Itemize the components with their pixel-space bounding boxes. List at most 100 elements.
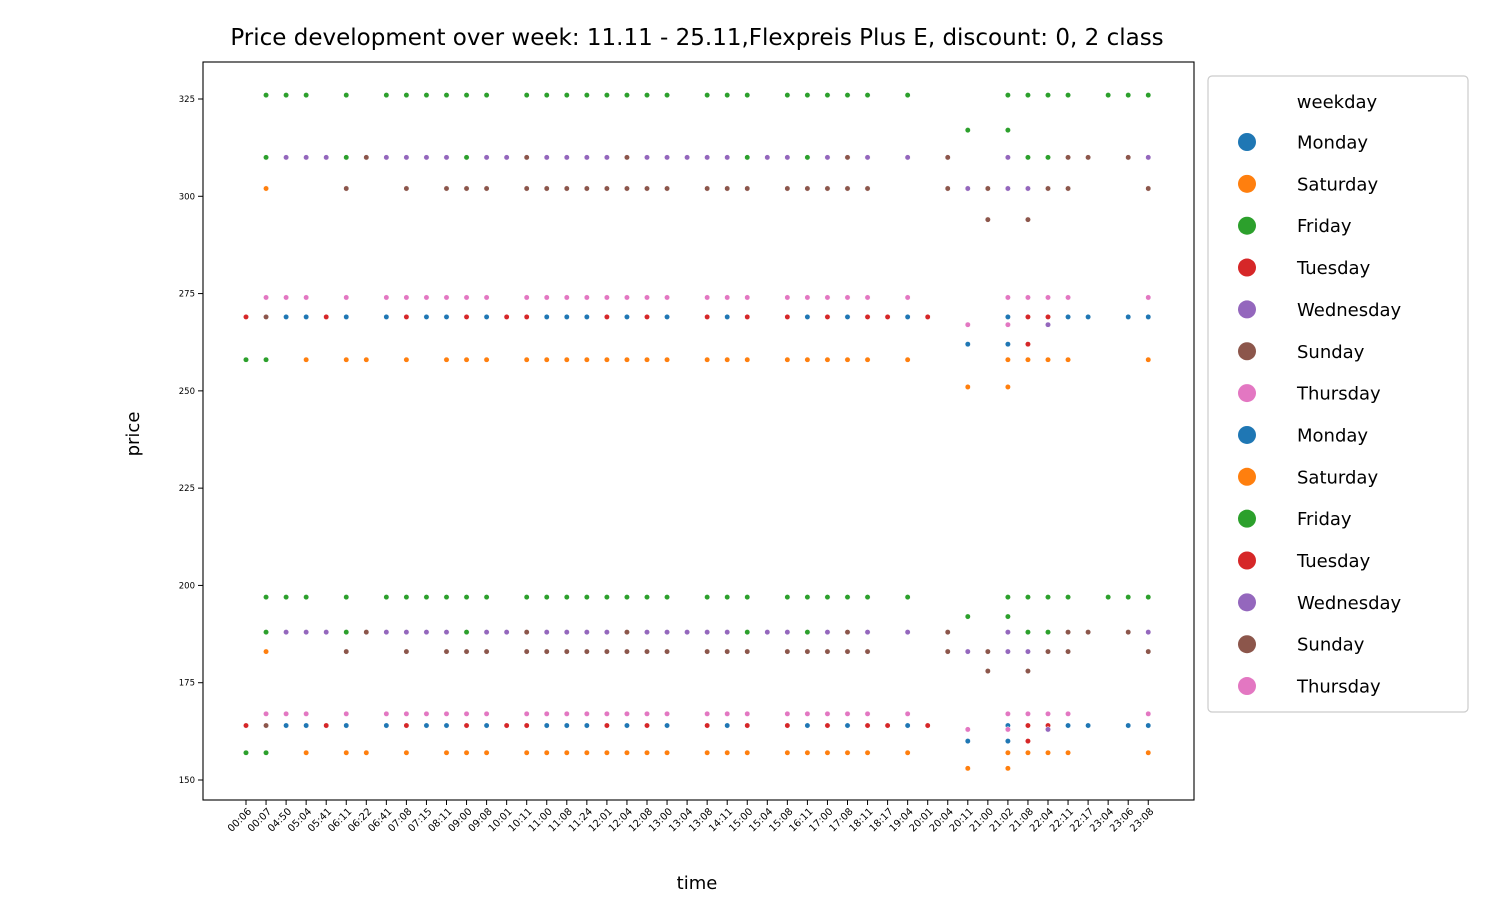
data-point [824, 92, 831, 99]
data-point [1004, 313, 1011, 320]
data-point [603, 92, 610, 99]
data-point [403, 648, 410, 655]
data-point [603, 313, 610, 320]
data-point [684, 629, 691, 636]
data-point [964, 384, 971, 390]
data-point [463, 92, 470, 99]
data-point [263, 313, 269, 320]
data-point [624, 629, 630, 636]
data-point [523, 722, 530, 729]
legend-marker [1238, 384, 1256, 403]
data-point [563, 154, 570, 161]
data-point [1004, 154, 1011, 161]
legend-box [1207, 75, 1469, 713]
data-point [483, 294, 490, 301]
data-point [624, 648, 630, 655]
data-point [463, 313, 470, 320]
series-wednesday [283, 154, 1152, 733]
data-point [1145, 294, 1152, 301]
data-point [724, 648, 731, 655]
data-point [664, 92, 670, 99]
data-point [243, 722, 249, 729]
data-point [463, 749, 470, 756]
data-point [724, 313, 731, 320]
data-point [864, 294, 871, 301]
data-point [644, 749, 650, 756]
data-point [724, 92, 731, 99]
data-point [704, 92, 711, 99]
legend-entry: Monday [1297, 133, 1368, 154]
data-point [1045, 294, 1051, 301]
data-point [944, 629, 951, 636]
data-point [483, 594, 490, 601]
data-point [443, 648, 450, 655]
data-point [1125, 154, 1132, 161]
y-tick-label: 175 [179, 679, 195, 689]
data-point [343, 92, 350, 99]
data-point [303, 629, 310, 636]
data-point [824, 313, 831, 320]
legend-marker [1238, 509, 1256, 528]
data-point [303, 294, 310, 301]
data-point [543, 92, 550, 99]
legend-entry: Sunday [1297, 342, 1365, 363]
data-point [964, 738, 971, 745]
y-tick-label: 325 [179, 95, 195, 105]
data-point [463, 594, 470, 601]
data-point [1025, 92, 1031, 99]
data-point [964, 765, 971, 772]
data-point [1004, 749, 1011, 756]
data-point [523, 594, 530, 601]
data-point [764, 629, 771, 636]
data-point [563, 356, 570, 363]
data-point [383, 313, 390, 320]
data-point [684, 154, 691, 161]
data-point [403, 749, 410, 756]
data-point [784, 154, 791, 161]
series-monday [283, 313, 1152, 745]
data-point [383, 710, 390, 717]
data-point [1045, 726, 1051, 733]
data-point [644, 185, 650, 192]
plot-frame [202, 61, 1195, 801]
data-point [1004, 710, 1011, 717]
legend-entry: Wednesday [1297, 593, 1402, 614]
data-point [1105, 92, 1112, 99]
data-point [1004, 356, 1011, 363]
data-point [403, 313, 410, 320]
data-point [1025, 594, 1031, 601]
data-point [804, 313, 811, 320]
data-point [624, 594, 630, 601]
data-point [784, 313, 791, 320]
data-point [1025, 313, 1031, 320]
data-point [583, 313, 590, 320]
data-point [1065, 313, 1072, 320]
data-point [724, 154, 731, 161]
data-point [243, 749, 249, 756]
data-point [664, 749, 670, 756]
data-point [283, 629, 290, 636]
data-point [644, 154, 650, 161]
data-point [323, 313, 330, 320]
data-point [804, 722, 811, 729]
legend-marker [1238, 593, 1256, 612]
data-point [904, 294, 911, 301]
legend-title: weekday [1297, 92, 1378, 113]
data-point [563, 185, 570, 192]
data-point [343, 154, 350, 161]
data-point [1025, 185, 1031, 192]
data-point [784, 749, 791, 756]
data-point [964, 726, 971, 733]
data-point [744, 710, 751, 717]
data-point [1145, 710, 1152, 717]
data-point [423, 710, 430, 717]
data-point [543, 629, 550, 636]
data-point [1145, 313, 1152, 320]
series-thursday [263, 294, 1152, 733]
data-point [303, 92, 310, 99]
data-point [904, 356, 911, 363]
data-point [824, 356, 831, 363]
data-point [443, 356, 450, 363]
data-point [924, 313, 931, 320]
